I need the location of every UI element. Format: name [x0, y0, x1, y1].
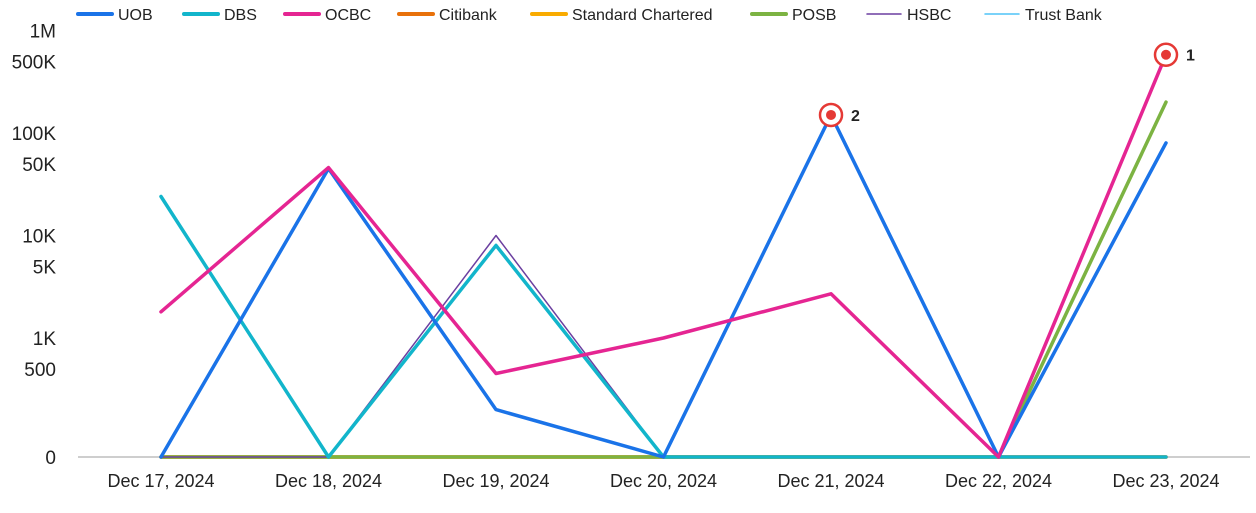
x-tick-label: Dec 19, 2024 — [442, 471, 549, 491]
annotation-label: 1 — [1186, 48, 1195, 65]
legend-item[interactable]: Trust Bank — [984, 7, 1103, 24]
series-line-uob[interactable] — [159, 113, 1168, 459]
annotation-marker[interactable]: 2 — [818, 102, 860, 128]
y-tick-label: 100K — [12, 124, 57, 145]
legend-label: DBS — [224, 7, 257, 24]
legend-label: HSBC — [907, 7, 951, 24]
legend-item[interactable]: UOB — [76, 7, 153, 24]
x-axis: Dec 17, 2024 Dec 18, 2024 Dec 19, 2024 Dec … — [78, 456, 1250, 491]
y-tick-label: 50K — [22, 155, 56, 176]
series-line-ocbc[interactable] — [159, 52, 1168, 459]
x-tick-label: Dec 22, 2024 — [945, 471, 1052, 491]
legend-label: Citibank — [439, 7, 498, 24]
legend-label: Standard Chartered — [572, 7, 713, 24]
y-tick-label: 0 — [45, 448, 56, 469]
y-tick-label: 10K — [22, 227, 56, 248]
annotation-dot — [826, 109, 836, 120]
x-tick-label: Dec 18, 2024 — [275, 471, 382, 491]
legend-item[interactable]: DBS — [182, 7, 257, 24]
legend: UOB DBS OCBC Citibank Standard Chartered POSB… — [76, 7, 1103, 24]
y-tick-label: 1M — [30, 22, 56, 43]
annotations: 12 — [818, 42, 1195, 128]
legend-label: Trust Bank — [1025, 7, 1103, 24]
legend-item[interactable]: HSBC — [866, 7, 951, 24]
legend-item[interactable]: OCBC — [283, 7, 371, 24]
legend-label: POSB — [792, 7, 836, 24]
series-lines — [159, 52, 1168, 459]
y-tick-label: 500 — [24, 360, 56, 381]
annotation-marker[interactable]: 1 — [1153, 42, 1195, 67]
legend-item[interactable]: Standard Chartered — [530, 7, 713, 24]
x-tick-label: Dec 21, 2024 — [777, 471, 884, 491]
legend-label: OCBC — [325, 7, 371, 24]
legend-label: UOB — [118, 7, 153, 24]
y-tick-label: 1K — [33, 329, 57, 350]
x-tick-label: Dec 17, 2024 — [107, 471, 214, 491]
x-tick-label: Dec 23, 2024 — [1112, 471, 1219, 491]
y-axis: 1M 500K 100K 50K 10K 5K 1K 500 0 — [12, 22, 57, 470]
y-tick-label: 5K — [33, 257, 57, 278]
series-line-posb[interactable] — [159, 100, 1168, 459]
annotation-label: 2 — [851, 108, 860, 125]
annotation-dot — [1161, 49, 1171, 60]
legend-item[interactable]: Citibank — [397, 7, 498, 24]
legend-item[interactable]: POSB — [750, 7, 836, 24]
y-tick-label: 500K — [12, 52, 57, 73]
x-tick-label: Dec 20, 2024 — [610, 471, 717, 491]
